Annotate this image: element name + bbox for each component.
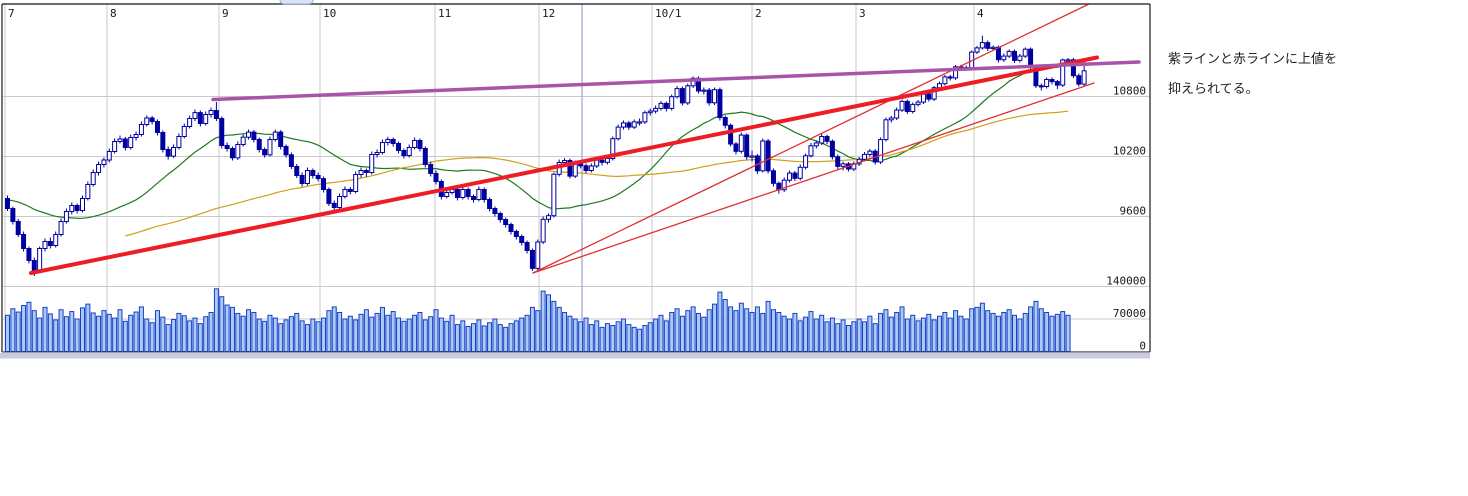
- annotation-line-1: 紫ラインと赤ラインに上値を: [1168, 51, 1338, 66]
- svg-text:140000: 140000: [1106, 275, 1146, 288]
- svg-text:3: 3: [859, 7, 866, 20]
- svg-text:11: 11: [438, 7, 451, 20]
- red-fan-lower-line: [532, 82, 1095, 274]
- svg-text:10200: 10200: [1113, 145, 1146, 158]
- bottom-scrollbar-track[interactable]: [0, 353, 1150, 359]
- svg-text:10: 10: [323, 7, 336, 20]
- ma-short-line: [7, 63, 1085, 219]
- red-support-line: [29, 55, 1099, 275]
- svg-text:7: 7: [8, 7, 15, 20]
- annotation-line-2: 抑えられてる。: [1168, 81, 1259, 96]
- x-axis-labels: 7 8 9 10 11 12 10/1 2 3 4: [8, 7, 984, 20]
- y-axis-labels: 10800 10200 9600 140000 70000 0: [1106, 85, 1146, 353]
- volume-bars: [5, 288, 1071, 353]
- svg-text:10800: 10800: [1113, 85, 1146, 98]
- svg-text:70000: 70000: [1113, 307, 1146, 320]
- svg-text:10/1: 10/1: [655, 7, 682, 20]
- red-fan-upper-line: [532, 3, 1090, 274]
- chart-frame: [1, 3, 1151, 353]
- purple-resistance-line: [211, 60, 1141, 102]
- top-edge-artifact: [279, 0, 314, 5]
- gridlines: [3, 4, 1150, 352]
- svg-text:12: 12: [542, 7, 555, 20]
- chart-annotation: 紫ラインと赤ラインに上値を 抑えられてる。: [1168, 44, 1378, 104]
- candlestick-series: [5, 35, 1087, 276]
- svg-text:4: 4: [977, 7, 984, 20]
- svg-text:8: 8: [110, 7, 117, 20]
- svg-text:2: 2: [755, 7, 762, 20]
- svg-text:9600: 9600: [1120, 205, 1147, 218]
- svg-text:9: 9: [222, 7, 229, 20]
- svg-text:0: 0: [1139, 340, 1146, 353]
- ma-long-line: [125, 110, 1069, 237]
